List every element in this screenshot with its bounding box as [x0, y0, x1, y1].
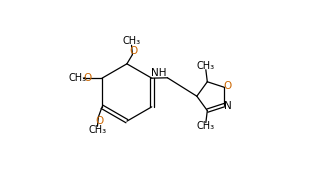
Text: CH₃: CH₃	[88, 125, 106, 135]
Text: CH₃: CH₃	[197, 61, 215, 71]
Text: N: N	[224, 101, 232, 111]
Text: O: O	[129, 46, 137, 56]
Text: CH₃: CH₃	[69, 73, 87, 83]
Text: O: O	[83, 73, 92, 83]
Text: NH: NH	[151, 68, 167, 78]
Text: CH₃: CH₃	[122, 36, 141, 46]
Text: O: O	[95, 116, 103, 126]
Text: CH₃: CH₃	[197, 121, 215, 131]
Text: O: O	[223, 81, 232, 91]
